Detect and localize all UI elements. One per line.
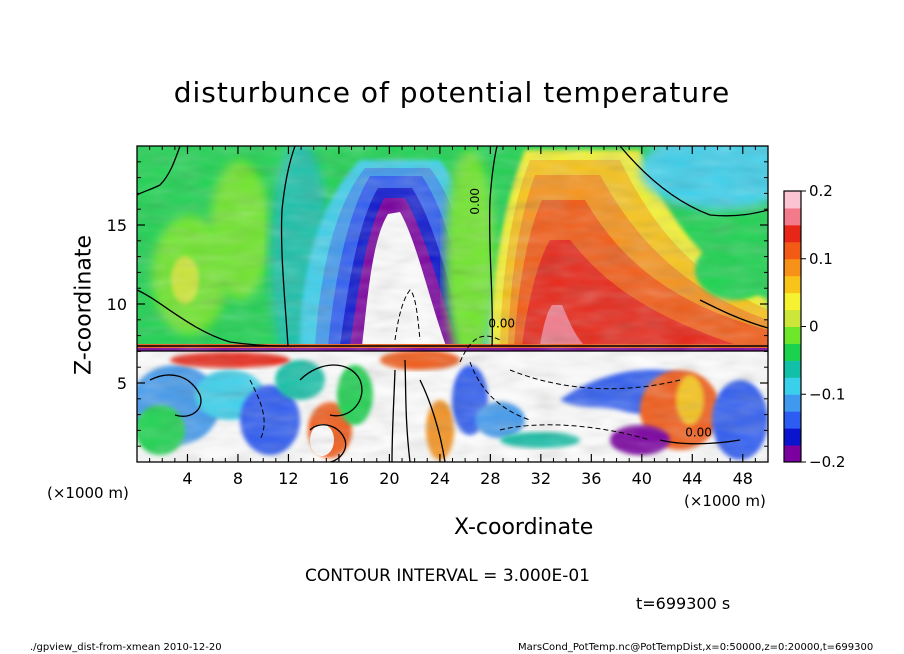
colorbar-tick-label: 0.1 <box>809 250 833 268</box>
colorbar-tick-label: −0.2 <box>809 453 845 471</box>
colorbar-tick-label: 0 <box>809 318 819 336</box>
x-tick-label: 8 <box>233 469 243 488</box>
colorbar-swatch <box>784 445 801 463</box>
colorbar-swatch <box>784 411 801 429</box>
colorbar-tick-label: −0.1 <box>809 385 845 403</box>
footer-right: MarsCond_PotTemp.nc@PotTempDist,x=0:5000… <box>518 642 874 653</box>
heatmap-field <box>137 146 768 462</box>
contour-label: 0.00 <box>488 317 515 331</box>
x-tick-label: 40 <box>632 469 652 488</box>
colorbar-swatch <box>784 326 801 344</box>
x-tick-label: 32 <box>531 469 551 488</box>
y-tick-label: 5 <box>117 374 127 393</box>
colorbar-swatch <box>784 377 801 395</box>
colorbar-swatch <box>784 394 801 412</box>
y-ticks: 5 10 15 <box>107 161 768 447</box>
x-tick-label: 36 <box>581 469 601 488</box>
footer-left: ./gpview_dist-from-xmean 2010-12-20 <box>30 642 222 653</box>
colorbar-swatch <box>784 428 801 446</box>
x-tick-label: 28 <box>480 469 500 488</box>
x-tick-label: 4 <box>182 469 192 488</box>
colorbar-swatch <box>784 207 801 226</box>
y-tick-label: 15 <box>107 216 127 235</box>
colorbar-swatch <box>784 191 801 209</box>
colorbar-swatch <box>784 343 801 361</box>
x-tick-label: 48 <box>733 469 753 488</box>
x-tick-label: 12 <box>278 469 298 488</box>
contour-interval-text: CONTOUR INTERVAL = 3.000E-01 <box>305 566 590 586</box>
contour-labels: 0.00 0.00 0.00 <box>468 188 712 440</box>
colorbar-swatch <box>784 275 801 294</box>
contour-label: 0.00 <box>468 188 482 215</box>
colorbar-swatch <box>784 309 801 327</box>
colorbar-tick-label: 0.2 <box>809 182 833 200</box>
x-tick-label: 24 <box>430 469 450 488</box>
x-tick-label: 44 <box>682 469 702 488</box>
colorbar-swatch <box>784 241 801 260</box>
contour-label: 0.00 <box>685 426 712 440</box>
colorbar: 0.2 0.1 0 −0.1 −0.2 <box>783 182 845 471</box>
x-axis-label: X-coordinate <box>454 515 594 540</box>
y-tick-label: 10 <box>107 295 127 314</box>
x-tick-label: 20 <box>379 469 399 488</box>
x-unit-right: (×1000 m) <box>684 492 766 510</box>
x-tick-label: 16 <box>329 469 349 488</box>
colorbar-swatch <box>784 292 801 311</box>
colorbar-swatch <box>784 360 801 378</box>
colorbar-swatch <box>784 258 801 277</box>
colorbar-swatch <box>784 224 801 243</box>
time-label: t=699300 s <box>636 594 731 613</box>
x-unit-left: (×1000 m) <box>47 484 129 502</box>
x-ticks: 4 8 12 16 20 24 28 32 36 40 44 48 <box>149 146 756 488</box>
chart-title: disturbunce of potential temperature <box>173 76 731 109</box>
